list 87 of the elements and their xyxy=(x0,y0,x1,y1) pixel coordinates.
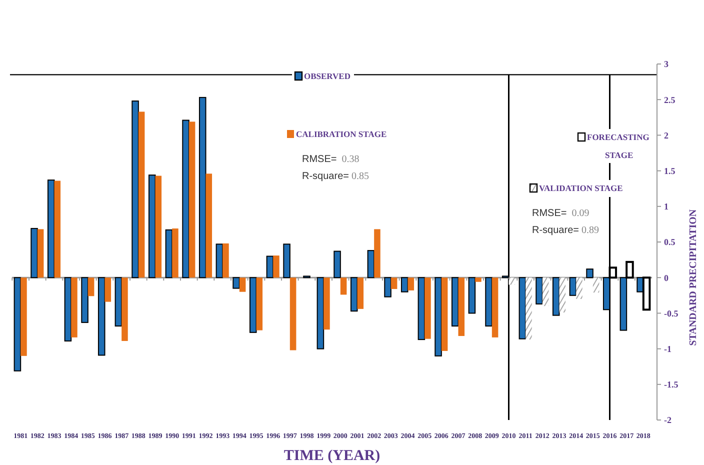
bar xyxy=(374,229,380,278)
bar xyxy=(559,278,566,312)
bar xyxy=(182,120,190,278)
bar xyxy=(104,278,112,302)
legend-label: CALIBRATION STAGE xyxy=(296,128,387,139)
bar xyxy=(20,278,27,356)
bar xyxy=(266,256,274,278)
bar xyxy=(14,277,22,372)
bar xyxy=(81,277,88,323)
legend-label: FORECASTING STAGE xyxy=(587,132,650,160)
y-tick-label: 2.5 xyxy=(664,94,676,105)
y-tick-label: -1.5 xyxy=(664,380,679,390)
bar xyxy=(536,277,543,304)
bar xyxy=(468,277,476,314)
bar xyxy=(586,268,594,278)
bar xyxy=(239,278,246,292)
bar xyxy=(188,122,196,278)
bar xyxy=(508,278,516,285)
bar xyxy=(71,278,78,338)
bar xyxy=(249,277,257,333)
y-tick-label: 0 xyxy=(664,272,669,283)
bar xyxy=(172,228,178,278)
bar xyxy=(206,174,212,278)
legend-label: OBSERVED xyxy=(304,70,350,81)
bar xyxy=(542,278,549,306)
bar xyxy=(30,228,38,278)
bar xyxy=(138,112,145,278)
bar xyxy=(54,180,61,278)
bar xyxy=(324,278,330,330)
bar xyxy=(418,277,426,340)
bar xyxy=(256,278,263,330)
bar xyxy=(47,180,55,278)
bar xyxy=(434,277,442,356)
bar xyxy=(384,277,392,298)
bar xyxy=(576,278,582,299)
bar xyxy=(367,250,375,278)
y-tick-label: 1.5 xyxy=(664,166,676,176)
annotation: RMSE= 0.09 xyxy=(532,208,590,219)
y-tick-label: -1 xyxy=(664,344,672,354)
bar xyxy=(98,277,106,356)
y-tick-label: -2 xyxy=(664,415,672,426)
bar xyxy=(132,100,139,278)
bar xyxy=(316,277,324,350)
bar xyxy=(518,277,526,340)
annotation: RMSE= 0.38 xyxy=(302,154,360,165)
bar xyxy=(400,277,408,292)
bar xyxy=(569,277,577,296)
bar xyxy=(222,243,229,278)
bar xyxy=(88,278,94,296)
bar xyxy=(273,256,280,278)
y-tick-label: 2 xyxy=(664,130,669,140)
y-tick-label: -0.5 xyxy=(664,308,679,318)
y-tick-label: 3 xyxy=(664,59,669,70)
bar xyxy=(458,278,465,336)
bar xyxy=(340,278,347,295)
bar xyxy=(283,244,290,278)
y-tick-label: 0.5 xyxy=(664,237,676,248)
legend-label: VALIDATION STAGE xyxy=(539,182,624,193)
x-axis-title: TIME (YEAR) xyxy=(284,448,380,464)
bar xyxy=(198,96,206,278)
bar xyxy=(357,278,364,309)
bar xyxy=(390,278,398,289)
bar xyxy=(408,278,414,290)
bar xyxy=(424,278,431,339)
bar xyxy=(552,277,560,316)
bar xyxy=(592,278,600,293)
bar xyxy=(232,277,240,289)
bar xyxy=(485,277,492,327)
annotation: R-square= 0.85 xyxy=(302,171,369,182)
bar xyxy=(334,250,341,278)
y-axis-title: STANDARD PRECIPITATION xyxy=(688,208,699,346)
bar xyxy=(475,278,482,282)
bar xyxy=(216,244,224,278)
annotation: R-square= 0.89 xyxy=(532,225,599,236)
bar xyxy=(148,174,156,278)
bar xyxy=(451,277,459,327)
bar xyxy=(64,277,72,342)
bar xyxy=(526,278,532,340)
bar xyxy=(492,278,498,338)
bar xyxy=(290,278,296,350)
bar xyxy=(350,277,358,312)
bar xyxy=(114,277,122,327)
bar xyxy=(122,278,128,341)
bar xyxy=(155,176,162,278)
bar xyxy=(441,278,448,351)
bar xyxy=(37,229,44,278)
y-tick-label: 1 xyxy=(664,202,669,212)
